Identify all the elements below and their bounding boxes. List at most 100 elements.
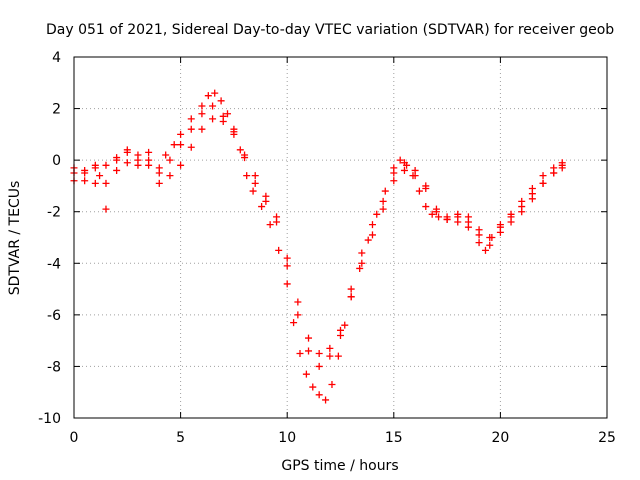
data-point	[496, 221, 504, 229]
y-axis-label: SDTVAR / TECUs	[7, 181, 23, 296]
data-point	[198, 102, 206, 110]
data-point	[236, 146, 244, 154]
data-point	[162, 151, 170, 159]
data-point	[145, 156, 153, 164]
data-point	[102, 179, 110, 187]
data-point	[258, 203, 266, 211]
grid-lines	[74, 57, 607, 418]
data-point	[475, 239, 483, 247]
data-point	[315, 350, 323, 358]
y-tick-label: -10	[38, 411, 61, 427]
data-point	[283, 262, 291, 270]
data-point	[177, 130, 185, 138]
data-point	[432, 208, 440, 216]
data-point	[558, 161, 566, 169]
data-point	[113, 166, 121, 174]
data-point	[249, 187, 257, 195]
data-point	[187, 125, 195, 133]
data-point	[341, 321, 349, 329]
data-point	[209, 115, 217, 123]
data-point	[322, 396, 330, 404]
data-point	[283, 280, 291, 288]
data-point	[315, 362, 323, 370]
data-point	[481, 246, 489, 254]
data-point	[155, 179, 163, 187]
data-point	[528, 195, 536, 203]
data-point	[187, 115, 195, 123]
data-point	[358, 249, 366, 257]
data-point	[379, 197, 387, 205]
data-point	[102, 205, 110, 213]
data-point	[496, 228, 504, 236]
data-point	[134, 151, 142, 159]
y-tick-label: 0	[52, 153, 61, 169]
x-axis-label: GPS time / hours	[281, 458, 398, 474]
data-point	[217, 97, 225, 105]
data-point	[219, 112, 227, 120]
data-point	[486, 241, 494, 249]
data-point	[177, 161, 185, 169]
data-point	[275, 246, 283, 254]
data-point	[91, 161, 99, 169]
data-point	[415, 187, 423, 195]
data-point	[454, 213, 462, 221]
y-tick-label: -4	[47, 256, 61, 272]
data-point	[507, 213, 515, 221]
data-point	[315, 391, 323, 399]
data-point	[334, 352, 342, 360]
data-point	[166, 156, 174, 164]
data-point	[486, 234, 494, 241]
data-point	[326, 352, 334, 360]
data-point	[96, 172, 104, 180]
data-point	[113, 154, 121, 162]
data-point	[134, 161, 142, 169]
data-point	[400, 166, 408, 174]
data-point	[381, 187, 389, 195]
data-points	[70, 89, 566, 404]
data-point	[224, 110, 232, 118]
data-point	[294, 311, 302, 319]
data-point	[209, 102, 217, 110]
plot-frame	[73, 56, 608, 419]
data-point	[309, 383, 317, 391]
data-point	[428, 210, 436, 218]
data-point	[294, 298, 302, 306]
data-point	[435, 213, 443, 221]
data-point	[464, 218, 472, 226]
data-point	[204, 92, 212, 100]
data-point	[211, 89, 219, 97]
data-point	[368, 221, 376, 229]
data-point	[422, 182, 430, 190]
data-point	[337, 331, 344, 339]
y-tick-label: 2	[52, 102, 61, 118]
y-tick-label: -2	[47, 205, 61, 221]
data-point	[539, 179, 547, 187]
data-point	[475, 231, 483, 239]
x-tick-label: 15	[385, 430, 403, 446]
data-point	[91, 179, 99, 187]
data-point	[347, 285, 355, 293]
data-point	[396, 156, 404, 164]
data-point	[283, 254, 291, 262]
data-point	[305, 334, 313, 342]
data-point	[273, 213, 281, 221]
data-point	[411, 166, 419, 174]
data-point	[379, 205, 387, 213]
data-point	[296, 350, 304, 358]
data-point	[123, 159, 131, 167]
data-point	[347, 293, 355, 301]
data-point	[187, 143, 195, 151]
chart-title: Day 051 of 2021, Sidereal Day-to-day VTE…	[46, 22, 614, 38]
data-point	[290, 319, 298, 327]
data-point	[81, 166, 89, 174]
x-tick-label: 0	[70, 430, 79, 446]
data-point	[368, 231, 376, 239]
data-point	[155, 169, 163, 177]
data-point	[373, 210, 381, 218]
data-point	[198, 110, 206, 118]
data-point	[198, 125, 206, 133]
data-point	[539, 172, 547, 180]
data-point	[123, 146, 131, 154]
data-point	[251, 179, 259, 187]
